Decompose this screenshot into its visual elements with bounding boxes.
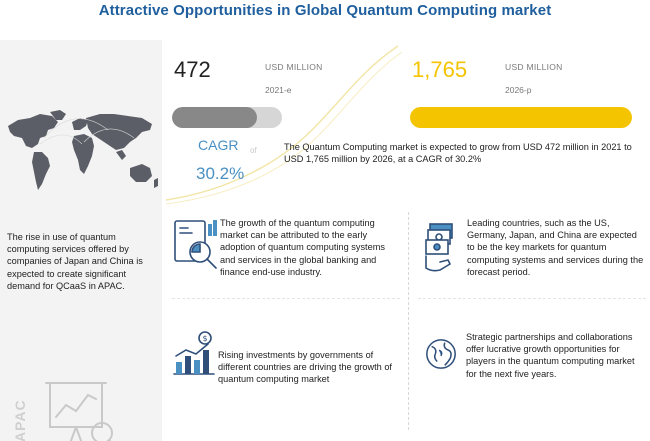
insight-text-1: The growth of the quantum computing mark… xyxy=(220,218,385,277)
value-label-2021: 472 xyxy=(174,57,211,82)
region-label: APAC xyxy=(12,399,28,441)
decorative-growth-curve xyxy=(165,45,402,205)
left-panel: The rise in use of quantum computing ser… xyxy=(0,40,162,441)
money-country-icon xyxy=(425,223,453,272)
bar-track-2021 xyxy=(172,107,282,128)
bar-track-2026 xyxy=(410,107,632,128)
insight-text-4: Strategic partnerships and collaboration… xyxy=(466,332,635,379)
category-label-2021: 2021-e xyxy=(265,85,292,95)
finance-analysis-icon xyxy=(174,220,217,269)
value-label-2026: 1,765 xyxy=(412,57,468,82)
insight-text-3: Rising investments by governments of dif… xyxy=(218,350,392,385)
apac-description: The rise in use of quantum computing ser… xyxy=(7,232,143,291)
globe-partnership-icon xyxy=(426,339,456,369)
vertical-divider xyxy=(408,212,409,430)
investment-growth-icon: $ xyxy=(173,331,215,375)
bar-2026 xyxy=(410,107,632,128)
horizontal-divider-right xyxy=(418,298,646,299)
cagr-label: CAGR xyxy=(198,137,239,153)
world-map-icon xyxy=(8,110,158,190)
bar-2021 xyxy=(172,107,258,128)
analytics-presentation-icon xyxy=(45,382,113,441)
cagr-value: 30.2% xyxy=(196,164,245,183)
insight-text-2: Leading countries, such as the US, Germa… xyxy=(467,218,644,277)
category-label-2026: 2026-p xyxy=(505,85,532,95)
unit-label-2026: USD MILLION xyxy=(505,62,563,72)
horizontal-divider-left xyxy=(172,298,400,299)
cagr-of-label: of xyxy=(250,146,257,155)
unit-label-2021: USD MILLION xyxy=(265,62,323,72)
svg-text:$: $ xyxy=(203,334,208,343)
page-title: Attractive Opportunities in Global Quant… xyxy=(98,2,552,19)
market-summary: The Quantum Computing market is expected… xyxy=(284,142,632,165)
